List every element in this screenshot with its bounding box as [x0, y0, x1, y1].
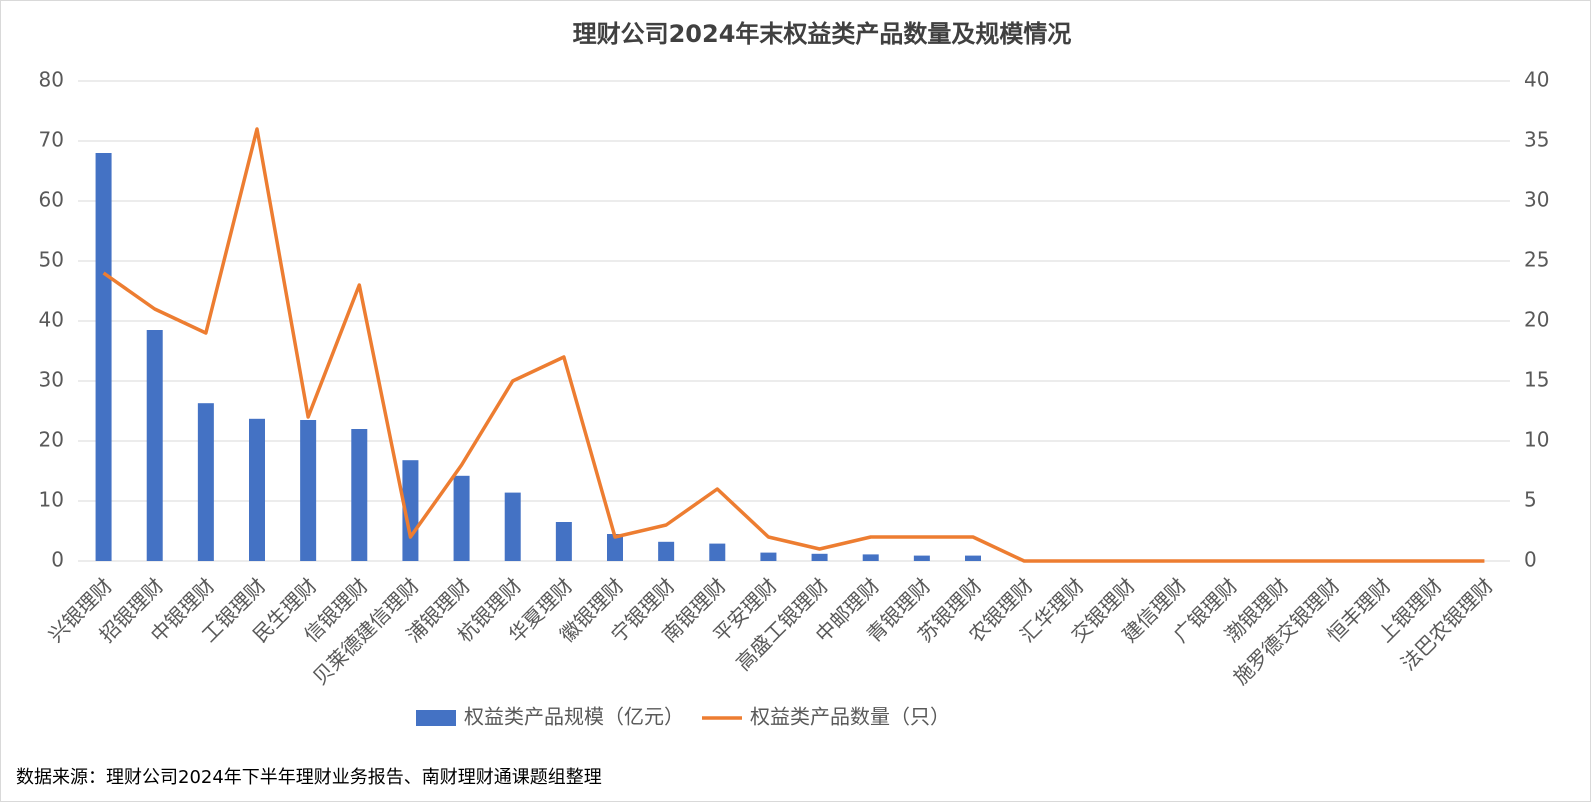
bar [965, 555, 981, 561]
bar [351, 429, 368, 561]
bar [504, 492, 521, 561]
bar [197, 403, 214, 561]
y-tick-label: 10 [39, 488, 64, 512]
chart-title: 理财公司2024年末权益类产品数量及规模情况 [573, 20, 1072, 48]
bar [146, 330, 163, 561]
y-tick-label: 30 [39, 368, 64, 392]
line [102, 127, 1485, 563]
y2-tick-label: 20 [1524, 308, 1549, 332]
y-tick-label: 40 [39, 308, 64, 332]
y2-tick-label: 35 [1524, 128, 1549, 152]
bar [249, 418, 265, 561]
bar [555, 522, 572, 561]
legend-label: 权益类产品规模（亿元） [464, 705, 684, 729]
source-note: 数据来源：理财公司2024年下半年理财业务报告、南财理财通课题组整理 [16, 767, 602, 788]
legend-swatch [416, 710, 456, 726]
y-tick-label: 0 [51, 548, 64, 572]
bar [300, 420, 317, 561]
y2-tick-label: 10 [1524, 428, 1549, 452]
y2-tick-label: 15 [1524, 368, 1549, 392]
y2-tick-label: 40 [1524, 68, 1549, 92]
y-tick-label: 50 [39, 248, 64, 272]
bar [913, 555, 930, 561]
bar [95, 153, 112, 561]
legend-label: 权益类产品数量（只） [750, 705, 950, 729]
bar [862, 554, 879, 561]
bar [760, 552, 777, 561]
y2-tick-label: 30 [1524, 188, 1549, 212]
bar [811, 553, 828, 561]
bar [607, 534, 623, 561]
y-tick-label: 60 [39, 188, 64, 212]
bar [658, 541, 675, 561]
bar [453, 475, 470, 561]
bar [402, 460, 419, 561]
y-tick-label: 70 [39, 128, 64, 152]
y2-tick-label: 5 [1524, 488, 1537, 512]
y-tick-label: 20 [39, 428, 64, 452]
y2-tick-label: 25 [1524, 248, 1549, 272]
y-tick-label: 80 [39, 68, 64, 92]
y2-tick-label: 0 [1524, 548, 1537, 572]
bar [709, 543, 726, 561]
